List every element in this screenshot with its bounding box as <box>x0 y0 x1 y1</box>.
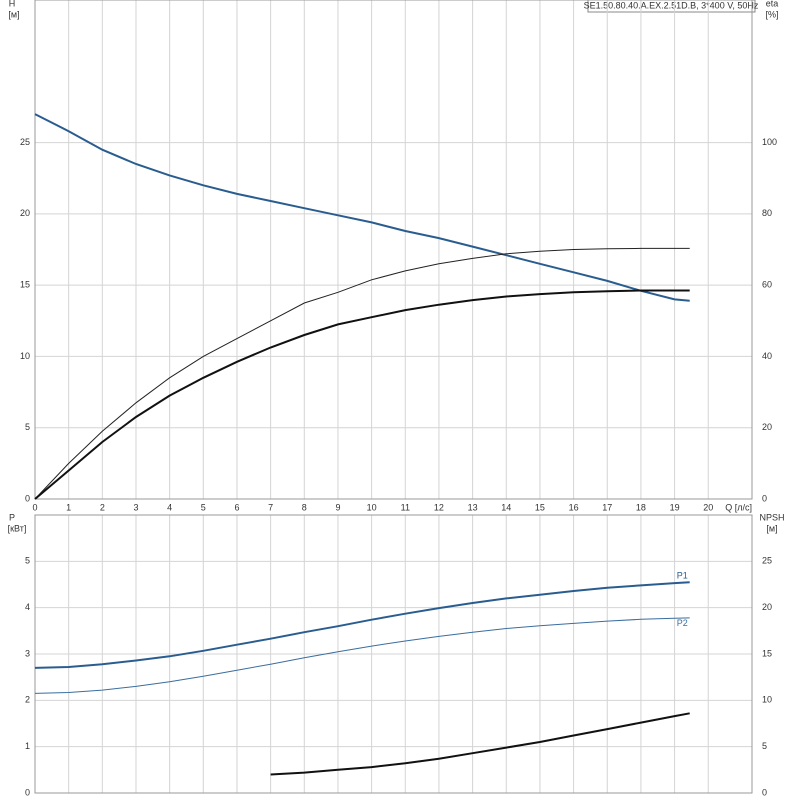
y2-tick-label: 0 <box>762 787 767 797</box>
y-tick-label: 10 <box>20 351 30 361</box>
x-tick-label: 2 <box>100 502 105 512</box>
x-tick-label: 16 <box>569 502 579 512</box>
y2-tick-label: 25 <box>762 556 772 566</box>
x-tick-label: 13 <box>468 502 478 512</box>
x-tick-label: 9 <box>335 502 340 512</box>
curve <box>34 581 690 669</box>
y-tick-label: 25 <box>20 137 30 147</box>
x-tick-label: 15 <box>535 502 545 512</box>
x-tick-label: 10 <box>367 502 377 512</box>
y-tick-label: 3 <box>25 648 30 658</box>
y2-label: eta <box>766 0 779 8</box>
x-tick-label: 4 <box>167 502 172 512</box>
x-tick-label: 0 <box>32 502 37 512</box>
curve <box>34 113 690 302</box>
x-tick-label: 11 <box>401 502 410 512</box>
x-tick-label: 5 <box>201 502 206 512</box>
x-tick-label: 19 <box>670 502 680 512</box>
x-tick-label: 17 <box>602 502 612 512</box>
x-tick-label: 20 <box>703 502 713 512</box>
y-tick-label: 4 <box>25 602 30 612</box>
y-tick-label: 5 <box>25 422 30 432</box>
x-label: Q [л/с] <box>725 502 752 512</box>
curve <box>34 247 690 500</box>
y-label: P <box>9 512 15 522</box>
y-tick-label: 2 <box>25 695 30 705</box>
y2-tick-label: 5 <box>762 741 767 751</box>
x-tick-label: 6 <box>234 502 239 512</box>
chart-title: SE1.50.80.40.A.EX.2.51D.B, 3*400 V, 50Hz <box>584 0 759 10</box>
plot-frame <box>34 514 753 794</box>
y2-tick-label: 0 <box>762 493 767 503</box>
x-tick-label: 14 <box>501 502 511 512</box>
y-tick-label: 20 <box>20 208 30 218</box>
curve <box>34 289 690 500</box>
curve <box>34 617 690 694</box>
curve-label: P1 <box>677 571 688 581</box>
x-tick-label: 18 <box>636 502 646 512</box>
y-tick-label: 1 <box>25 741 30 751</box>
x-tick-label: 8 <box>302 502 307 512</box>
y2-tick-label: 60 <box>762 280 772 290</box>
y-tick-label: 15 <box>20 280 30 290</box>
y2-tick-label: 80 <box>762 208 772 218</box>
y-tick-label: 5 <box>25 556 30 566</box>
plot-frame <box>34 0 753 500</box>
x-tick-label: 7 <box>268 502 273 512</box>
y2-tick-label: 40 <box>762 351 772 361</box>
y2-tick-label: 20 <box>762 422 772 432</box>
y-unit: [м] <box>8 9 19 19</box>
y-label: H <box>9 0 16 8</box>
y-tick-label: 0 <box>25 787 30 797</box>
x-tick-label: 1 <box>66 502 71 512</box>
curve <box>270 712 690 776</box>
x-tick-label: 12 <box>434 502 444 512</box>
y-tick-label: 0 <box>25 493 30 503</box>
y2-tick-label: 15 <box>762 648 772 658</box>
title-box <box>587 0 756 13</box>
y2-unit: [м] <box>766 523 777 533</box>
y2-tick-label: 100 <box>762 137 777 147</box>
y2-unit: [%] <box>765 9 778 19</box>
x-tick-label: 3 <box>133 502 138 512</box>
curve-label: P2 <box>677 618 688 628</box>
y2-tick-label: 20 <box>762 602 772 612</box>
y-unit: [кВт] <box>8 523 27 533</box>
y2-tick-label: 10 <box>762 695 772 705</box>
y2-label: NPSH <box>759 512 784 522</box>
